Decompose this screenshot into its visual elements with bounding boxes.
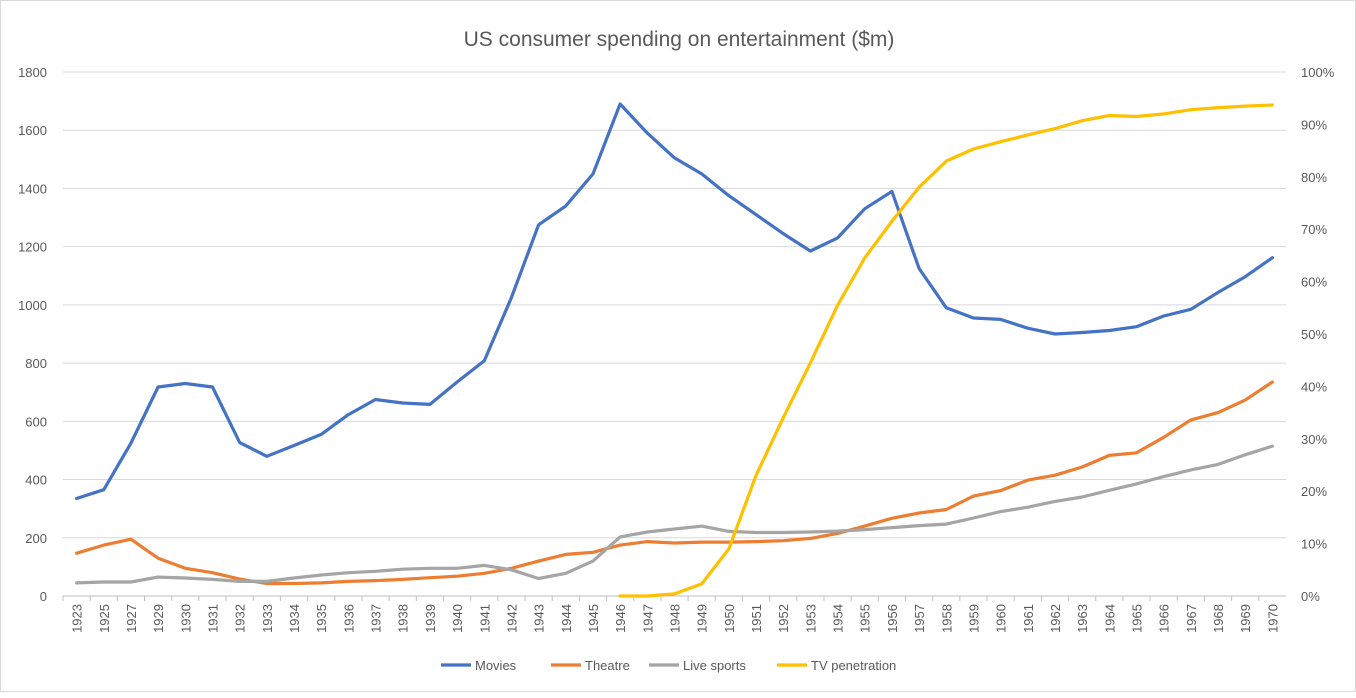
y-left-tick-label: 400: [25, 473, 47, 488]
x-tick-label: 1947: [640, 604, 655, 633]
x-tick-label: 1937: [369, 604, 384, 633]
y-right-tick-label: 100%: [1301, 65, 1335, 80]
legend-label: Movies: [475, 658, 517, 673]
x-tick-label: 1952: [776, 604, 791, 633]
x-tick-label: 1961: [1021, 604, 1036, 633]
y-left-tick-label: 0: [40, 589, 47, 604]
x-tick-label: 1953: [803, 604, 818, 633]
legend: Movies Theatre Live sports TV penetration: [441, 658, 896, 673]
y-axis-right: 0% 10% 20% 30% 40% 50% 60% 70% 80% 90% 100%: [1301, 65, 1335, 604]
x-tick-label: 1929: [151, 604, 166, 633]
y-right-tick-label: 20%: [1301, 484, 1327, 499]
y-left-tick-label: 1600: [18, 123, 47, 138]
y-left-tick-label: 1200: [18, 240, 47, 255]
x-tick-label: 1962: [1048, 604, 1063, 633]
y-left-tick-label: 1000: [18, 298, 47, 313]
x-tick-label: 1943: [532, 604, 547, 633]
x-tick-label: 1960: [994, 604, 1009, 633]
x-axis: 1923 1925 1927 1929 1930 1931 1932 1933 1934 1935…: [62, 596, 1280, 633]
x-tick-label: 1954: [831, 604, 846, 633]
x-tick-label: 1935: [314, 604, 329, 633]
y-left-tick-label: 1400: [18, 181, 47, 196]
x-tick-label: 1946: [613, 604, 628, 633]
y-axis-left: 0 200 400 600 800 1000 1200 1400 1600 1800: [18, 65, 47, 604]
gridlines: [63, 71, 1286, 597]
legend-label: Theatre: [585, 658, 630, 673]
x-tick-label: 1958: [939, 604, 954, 633]
x-tick-label: 1967: [1184, 604, 1199, 633]
x-tick-label: 1956: [885, 604, 900, 633]
x-tick-label: 1963: [1075, 604, 1090, 633]
x-tick-label: 1923: [70, 604, 85, 633]
x-tick-label: 1925: [97, 604, 112, 633]
x-tick-label: 1950: [722, 604, 737, 633]
y-right-tick-label: 0%: [1301, 589, 1320, 604]
y-right-tick-label: 50%: [1301, 327, 1327, 342]
x-tick-label: 1944: [559, 604, 574, 633]
x-tick-label: 1970: [1265, 604, 1280, 633]
x-tick-label: 1933: [260, 604, 275, 633]
y-right-tick-label: 60%: [1301, 275, 1327, 290]
x-tick-label: 1932: [233, 604, 248, 633]
y-right-tick-label: 70%: [1301, 222, 1327, 237]
y-left-tick-label: 800: [25, 356, 47, 371]
x-tick-label: 1951: [749, 604, 764, 633]
series-line-tv-penetration: [618, 103, 1274, 598]
x-tick-label: 1968: [1211, 604, 1226, 633]
x-tick-label: 1949: [695, 604, 710, 633]
x-tick-label: 1938: [396, 604, 411, 633]
series-lines: [75, 102, 1274, 598]
x-tick-label: 1936: [341, 604, 356, 633]
x-tick-label: 1964: [1102, 604, 1117, 633]
x-tick-label: 1940: [450, 604, 465, 633]
x-tick-label: 1930: [178, 604, 193, 633]
x-tick-label: 1934: [287, 604, 302, 633]
legend-label: TV penetration: [811, 658, 896, 673]
x-tick-label: 1969: [1238, 604, 1253, 633]
y-right-tick-label: 30%: [1301, 432, 1327, 447]
x-tick-label: 1966: [1157, 604, 1172, 633]
x-tick-label: 1939: [423, 604, 438, 633]
y-left-tick-label: 200: [25, 531, 47, 546]
chart-title: US consumer spending on entertainment ($…: [464, 28, 895, 51]
y-right-tick-label: 90%: [1301, 117, 1327, 132]
legend-label: Live sports: [683, 658, 746, 673]
x-tick-label: 1965: [1130, 604, 1145, 633]
series-line-live-sports: [75, 444, 1274, 585]
x-tick-label: 1957: [912, 604, 927, 633]
y-right-tick-label: 10%: [1301, 537, 1327, 552]
x-tick-label: 1931: [205, 604, 220, 633]
y-right-tick-label: 80%: [1301, 170, 1327, 185]
x-tick-label: 1941: [477, 604, 492, 633]
x-tick-label: 1942: [504, 604, 519, 633]
y-left-tick-label: 600: [25, 414, 47, 429]
x-tick-label: 1959: [966, 604, 981, 633]
y-right-tick-label: 40%: [1301, 379, 1327, 394]
x-tick-label: 1927: [124, 604, 139, 633]
x-tick-label: 1948: [668, 604, 683, 633]
series-line-movies: [75, 102, 1274, 501]
x-tick-label: 1945: [586, 604, 601, 633]
x-tick-label: 1955: [858, 604, 873, 633]
y-left-tick-label: 1800: [18, 65, 47, 80]
series-line-theatre: [75, 380, 1274, 586]
